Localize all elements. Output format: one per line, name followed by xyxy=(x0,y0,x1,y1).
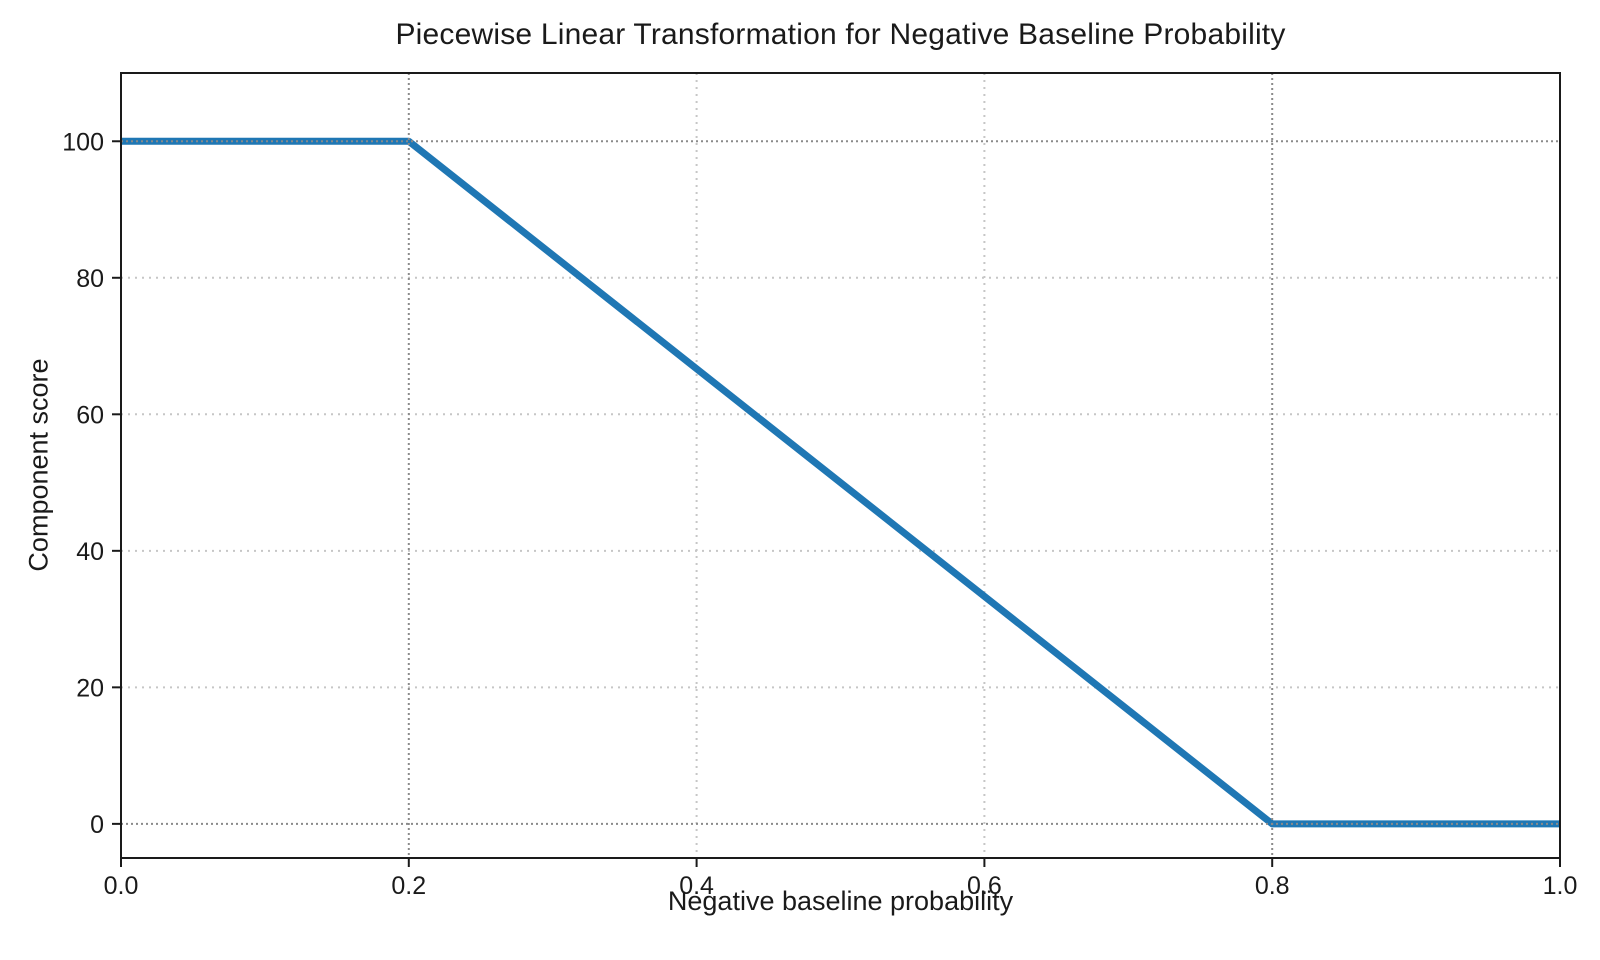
x-axis-label: Negative baseline probability xyxy=(667,886,1014,916)
x-tick-label: 0.0 xyxy=(104,872,139,900)
y-axis-label: Component score xyxy=(23,358,54,572)
x-tick-label: 0.8 xyxy=(1255,872,1290,900)
x-tick-label: 0.2 xyxy=(391,872,426,900)
y-tick-label: 80 xyxy=(76,265,104,293)
y-tick-label: 20 xyxy=(76,674,104,702)
axes-spines xyxy=(120,72,1561,859)
x-tick-label: 0.4 xyxy=(679,872,714,900)
y-tick-label: 100 xyxy=(62,128,104,156)
chart-title: Piecewise Linear Transformation for Nega… xyxy=(395,18,1286,51)
x-tick-label: 0.6 xyxy=(967,872,1002,900)
series-line-piecewise-linear-transform xyxy=(121,137,1560,828)
x-tick-label: 1.0 xyxy=(1543,872,1578,900)
y-tick-label: 60 xyxy=(76,401,104,429)
y-tick-label: 0 xyxy=(90,811,104,839)
y-tick-label: 40 xyxy=(76,538,104,566)
